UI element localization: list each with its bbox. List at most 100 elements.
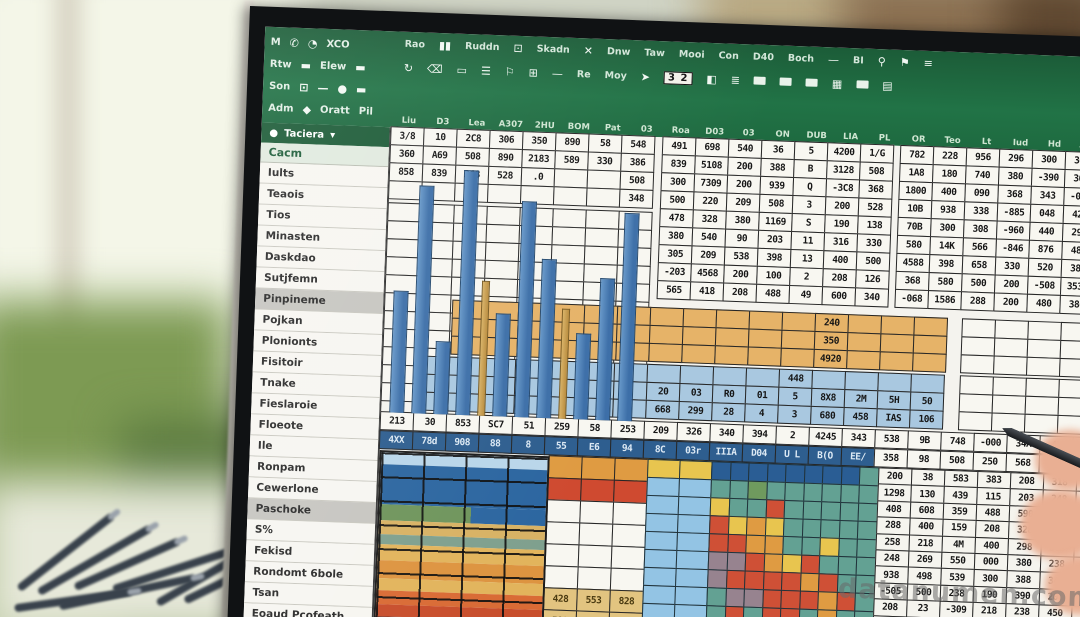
cell[interactable]	[912, 352, 947, 373]
cell[interactable]: -068	[894, 288, 930, 310]
column-header[interactable]: DUB	[806, 130, 828, 142]
cell[interactable]	[992, 355, 1028, 376]
ribbon-label[interactable]: M	[270, 36, 281, 48]
cell[interactable]: 553	[576, 588, 611, 613]
heatmap-cell[interactable]	[706, 569, 728, 589]
cell[interactable]: SC7	[478, 414, 514, 435]
column-header[interactable]: ON	[775, 129, 790, 140]
cell[interactable]	[1023, 413, 1059, 434]
ribbon-label[interactable]: Oratt	[319, 104, 350, 117]
heatmap-cell[interactable]	[747, 480, 768, 501]
cell[interactable]: 394	[742, 424, 777, 445]
heatmap-cell[interactable]	[743, 570, 765, 591]
column-header[interactable]: OR	[911, 134, 926, 145]
cell[interactable]: 2	[775, 425, 810, 446]
ribbon-label[interactable]: Rtw	[269, 58, 292, 71]
cell[interactable]: 908	[444, 432, 480, 453]
heatmap-cell[interactable]	[839, 501, 860, 522]
column-header[interactable]: Iud	[1012, 138, 1029, 149]
heatmap-cell[interactable]	[781, 553, 802, 574]
cell[interactable]: D04	[741, 443, 777, 464]
diamond-icon[interactable]: ◆	[302, 102, 312, 116]
heatmap-cell[interactable]	[820, 501, 841, 521]
cell[interactable]: 213	[379, 411, 415, 432]
heatmap-cell[interactable]	[821, 483, 842, 503]
cell[interactable]	[846, 350, 881, 371]
cell[interactable]: 4245	[808, 426, 843, 447]
cell[interactable]	[1058, 357, 1080, 379]
box-icon[interactable]: ⊡	[299, 80, 309, 94]
cell[interactable]	[580, 456, 616, 481]
cell[interactable]: 480	[1026, 293, 1061, 314]
heatmap-cell[interactable]	[643, 548, 678, 570]
column-header[interactable]: D03	[705, 126, 725, 138]
cell[interactable]: 8	[510, 434, 546, 456]
heatmap-cell[interactable]	[728, 497, 749, 518]
heatmap-cell[interactable]	[743, 588, 764, 609]
cell[interactable]: 55	[543, 436, 579, 457]
cell[interactable]	[576, 566, 612, 591]
heatmap-cell[interactable]	[726, 551, 747, 572]
column-header[interactable]: 2HU	[534, 120, 555, 132]
cell[interactable]	[879, 351, 914, 372]
heatmap-cell[interactable]	[802, 482, 823, 503]
ribbon-label[interactable]: Mooi	[678, 48, 705, 61]
heatmap-cell[interactable]	[819, 519, 841, 539]
heatmap-cell[interactable]	[708, 515, 730, 535]
cell[interactable]: 106	[908, 409, 944, 430]
heatmap-cell[interactable]	[840, 465, 861, 486]
heatmap-cell[interactable]	[780, 571, 802, 592]
ribbon-label[interactable]: BI	[852, 54, 865, 67]
column-header[interactable]: LIA	[842, 131, 859, 143]
cell[interactable]: 250	[972, 451, 1008, 473]
cell[interactable]: 748	[940, 431, 975, 452]
ribbon-label[interactable]: D40	[752, 50, 775, 63]
ribbon-label[interactable]: Adm	[268, 102, 294, 115]
cell[interactable]: 03r	[675, 440, 711, 462]
cell[interactable]	[577, 544, 613, 569]
cell[interactable]	[681, 344, 716, 365]
list-icon[interactable]: ☰	[480, 64, 492, 78]
heatmap-cell[interactable]	[779, 607, 800, 617]
cell[interactable]: 4XX	[378, 430, 414, 451]
cell[interactable]: 209	[643, 420, 679, 441]
cell[interactable]: 418	[689, 281, 725, 302]
cell[interactable]	[747, 346, 782, 367]
ribbon-label[interactable]: Elew	[319, 60, 347, 73]
cell[interactable]: E6	[576, 437, 612, 458]
heatmap-cell[interactable]	[761, 589, 782, 609]
pause-icon[interactable]: ▮▮	[438, 38, 452, 52]
cell[interactable]: 259	[544, 417, 580, 438]
heatmap-cell[interactable]	[784, 463, 806, 484]
rows-icon[interactable]: ≣	[730, 73, 741, 87]
cell[interactable]: 208	[722, 282, 758, 303]
ribbon-label[interactable]: Ruddn	[464, 40, 500, 53]
heatmap-cell[interactable]	[761, 607, 782, 617]
cell[interactable]	[613, 457, 649, 482]
cell[interactable]	[960, 354, 995, 375]
cell[interactable]: 98	[906, 449, 942, 470]
heatmap-cell[interactable]	[677, 496, 712, 517]
heatmap-cell[interactable]	[782, 535, 803, 556]
heatmap-cell[interactable]	[645, 494, 680, 516]
cell[interactable]	[579, 500, 615, 525]
heatmap-cell[interactable]	[726, 533, 747, 554]
cell[interactable]: 94	[609, 438, 645, 459]
heatmap-cell[interactable]	[729, 461, 750, 482]
heatmap-cell[interactable]	[707, 551, 728, 571]
ribbon-label[interactable]: Moy	[604, 69, 628, 82]
heatmap-cell[interactable]	[799, 572, 820, 593]
heatmap-cell[interactable]	[705, 605, 726, 617]
ribbon-label[interactable]: Pil	[358, 105, 374, 118]
button-icon[interactable]	[856, 80, 869, 89]
heatmap-cell[interactable]	[835, 609, 856, 617]
heatmap-cell[interactable]	[818, 555, 839, 575]
ribbon-label[interactable]: Con	[718, 49, 740, 62]
minus-icon[interactable]: —	[551, 66, 564, 81]
heatmap-cell[interactable]	[765, 499, 786, 519]
column-header[interactable]: A307	[498, 119, 524, 131]
cell[interactable]: 49	[788, 284, 824, 306]
cell[interactable]: 88	[477, 433, 513, 454]
minus-icon[interactable]: —	[317, 81, 329, 95]
cell[interactable]: 3	[777, 404, 812, 425]
